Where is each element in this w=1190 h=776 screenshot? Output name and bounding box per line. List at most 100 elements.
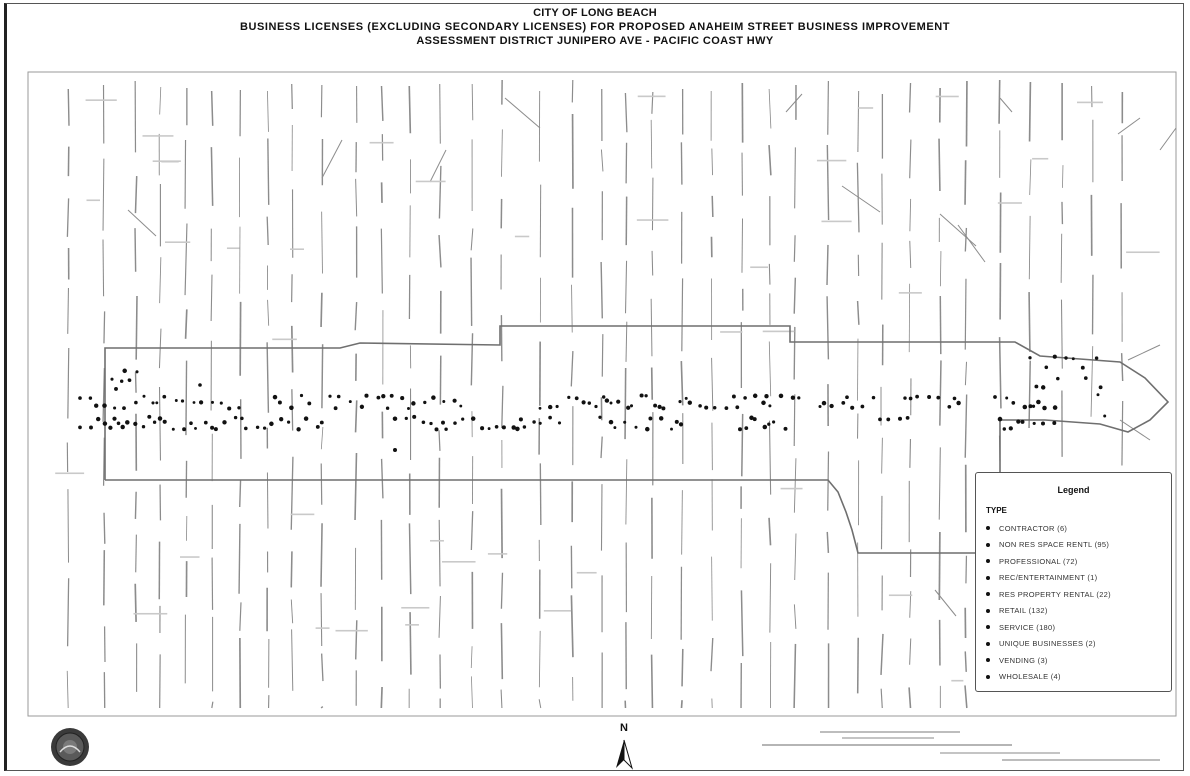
business-location-dot — [1052, 405, 1058, 410]
street-line — [429, 149, 447, 183]
business-location-dot — [1034, 384, 1039, 389]
business-location-dot — [122, 368, 127, 374]
street-line — [711, 148, 713, 176]
business-location-dot — [878, 417, 882, 422]
street-line — [380, 686, 383, 709]
business-location-dot — [233, 415, 238, 420]
business-location-dot — [1032, 421, 1036, 425]
business-location-dot — [661, 406, 666, 411]
business-location-dot — [262, 426, 267, 430]
street-label-smudge — [401, 606, 430, 609]
street-line — [135, 534, 137, 573]
business-location-dot — [452, 398, 457, 403]
street-label-smudge — [762, 330, 795, 333]
street-line — [239, 479, 242, 508]
street-line — [103, 512, 106, 544]
street-line — [134, 176, 138, 214]
street-line — [1117, 117, 1141, 135]
business-location-dot — [609, 401, 613, 405]
street-line — [681, 490, 683, 555]
street-label-smudge — [821, 220, 852, 223]
business-location-dot — [307, 401, 312, 406]
business-location-dot — [538, 421, 542, 425]
business-location-dot — [1040, 385, 1046, 390]
street-line — [210, 147, 214, 206]
street-line — [184, 223, 188, 296]
business-location-dot — [532, 420, 536, 424]
business-location-dot — [522, 425, 527, 429]
street-line — [321, 344, 324, 409]
street-line — [793, 326, 796, 380]
business-location-dot — [328, 394, 332, 398]
street-line — [102, 239, 105, 297]
street-line — [354, 452, 358, 520]
business-location-dot — [608, 419, 614, 425]
street-line — [794, 533, 797, 581]
business-location-dot — [279, 417, 284, 422]
street-line — [438, 519, 441, 587]
street-line — [939, 251, 942, 287]
business-location-dot — [155, 401, 159, 405]
street-label-smudge — [180, 556, 200, 558]
street-line — [102, 158, 105, 231]
legend-box: Legend TYPE CONTRACTOR (6) NON RES SPACE… — [975, 472, 1172, 692]
business-location-dot — [952, 396, 957, 401]
street-line — [266, 342, 270, 413]
street-line — [239, 602, 242, 631]
business-location-dot — [135, 370, 139, 374]
street-line — [909, 198, 912, 232]
legend-label: RES PROPERTY RENTAL (22) — [999, 589, 1111, 599]
business-location-dot — [947, 404, 952, 409]
street-line — [185, 360, 188, 436]
business-location-dot — [198, 400, 204, 405]
business-location-dot — [1056, 376, 1060, 381]
business-location-dot — [147, 414, 152, 419]
business-location-dot — [122, 406, 126, 410]
street-line — [998, 337, 1002, 409]
map-title-district: ASSESSMENT DISTRICT JUNIPERO AVE - PACIF… — [416, 35, 774, 47]
legend-item-vending: VENDING (3) — [986, 652, 1111, 669]
street-line — [624, 260, 628, 314]
business-location-dot — [411, 401, 416, 406]
street-line — [768, 88, 772, 129]
business-location-dot — [886, 417, 891, 422]
street-line — [408, 85, 412, 134]
street-line — [880, 633, 884, 675]
street-line — [266, 472, 269, 529]
street-line — [711, 357, 714, 411]
business-location-dot — [182, 427, 187, 432]
street-line — [267, 90, 269, 132]
street-label-smudge — [164, 241, 191, 244]
street-line — [880, 688, 883, 709]
street-line — [266, 216, 269, 246]
street-line — [651, 91, 654, 114]
business-location-dot — [461, 417, 465, 421]
business-location-dot — [905, 416, 910, 420]
business-location-dot — [211, 400, 214, 404]
street-line — [793, 277, 797, 314]
street-line — [681, 278, 684, 352]
street-label-smudge — [226, 247, 240, 250]
street-line — [908, 687, 912, 709]
street-line — [470, 333, 474, 386]
business-location-dot — [518, 417, 523, 422]
business-location-dot — [752, 417, 757, 422]
city-seal-icon — [51, 728, 89, 766]
business-location-dot — [752, 393, 758, 399]
street-line — [321, 139, 343, 179]
business-location-dot — [385, 406, 390, 410]
business-location-dot — [908, 396, 913, 401]
business-location-dot — [113, 406, 117, 410]
street-line — [938, 447, 941, 520]
street-line — [184, 309, 188, 339]
business-location-dot — [829, 403, 834, 409]
street-label-smudge — [543, 610, 572, 612]
street-line — [134, 372, 137, 393]
street-line — [769, 563, 772, 633]
street-line — [210, 90, 214, 126]
legend-item-wholesale: WHOLESALE (4) — [986, 669, 1111, 686]
street-line — [651, 250, 654, 276]
business-location-dot — [698, 404, 702, 408]
street-line — [793, 235, 796, 262]
street-line — [964, 685, 968, 709]
